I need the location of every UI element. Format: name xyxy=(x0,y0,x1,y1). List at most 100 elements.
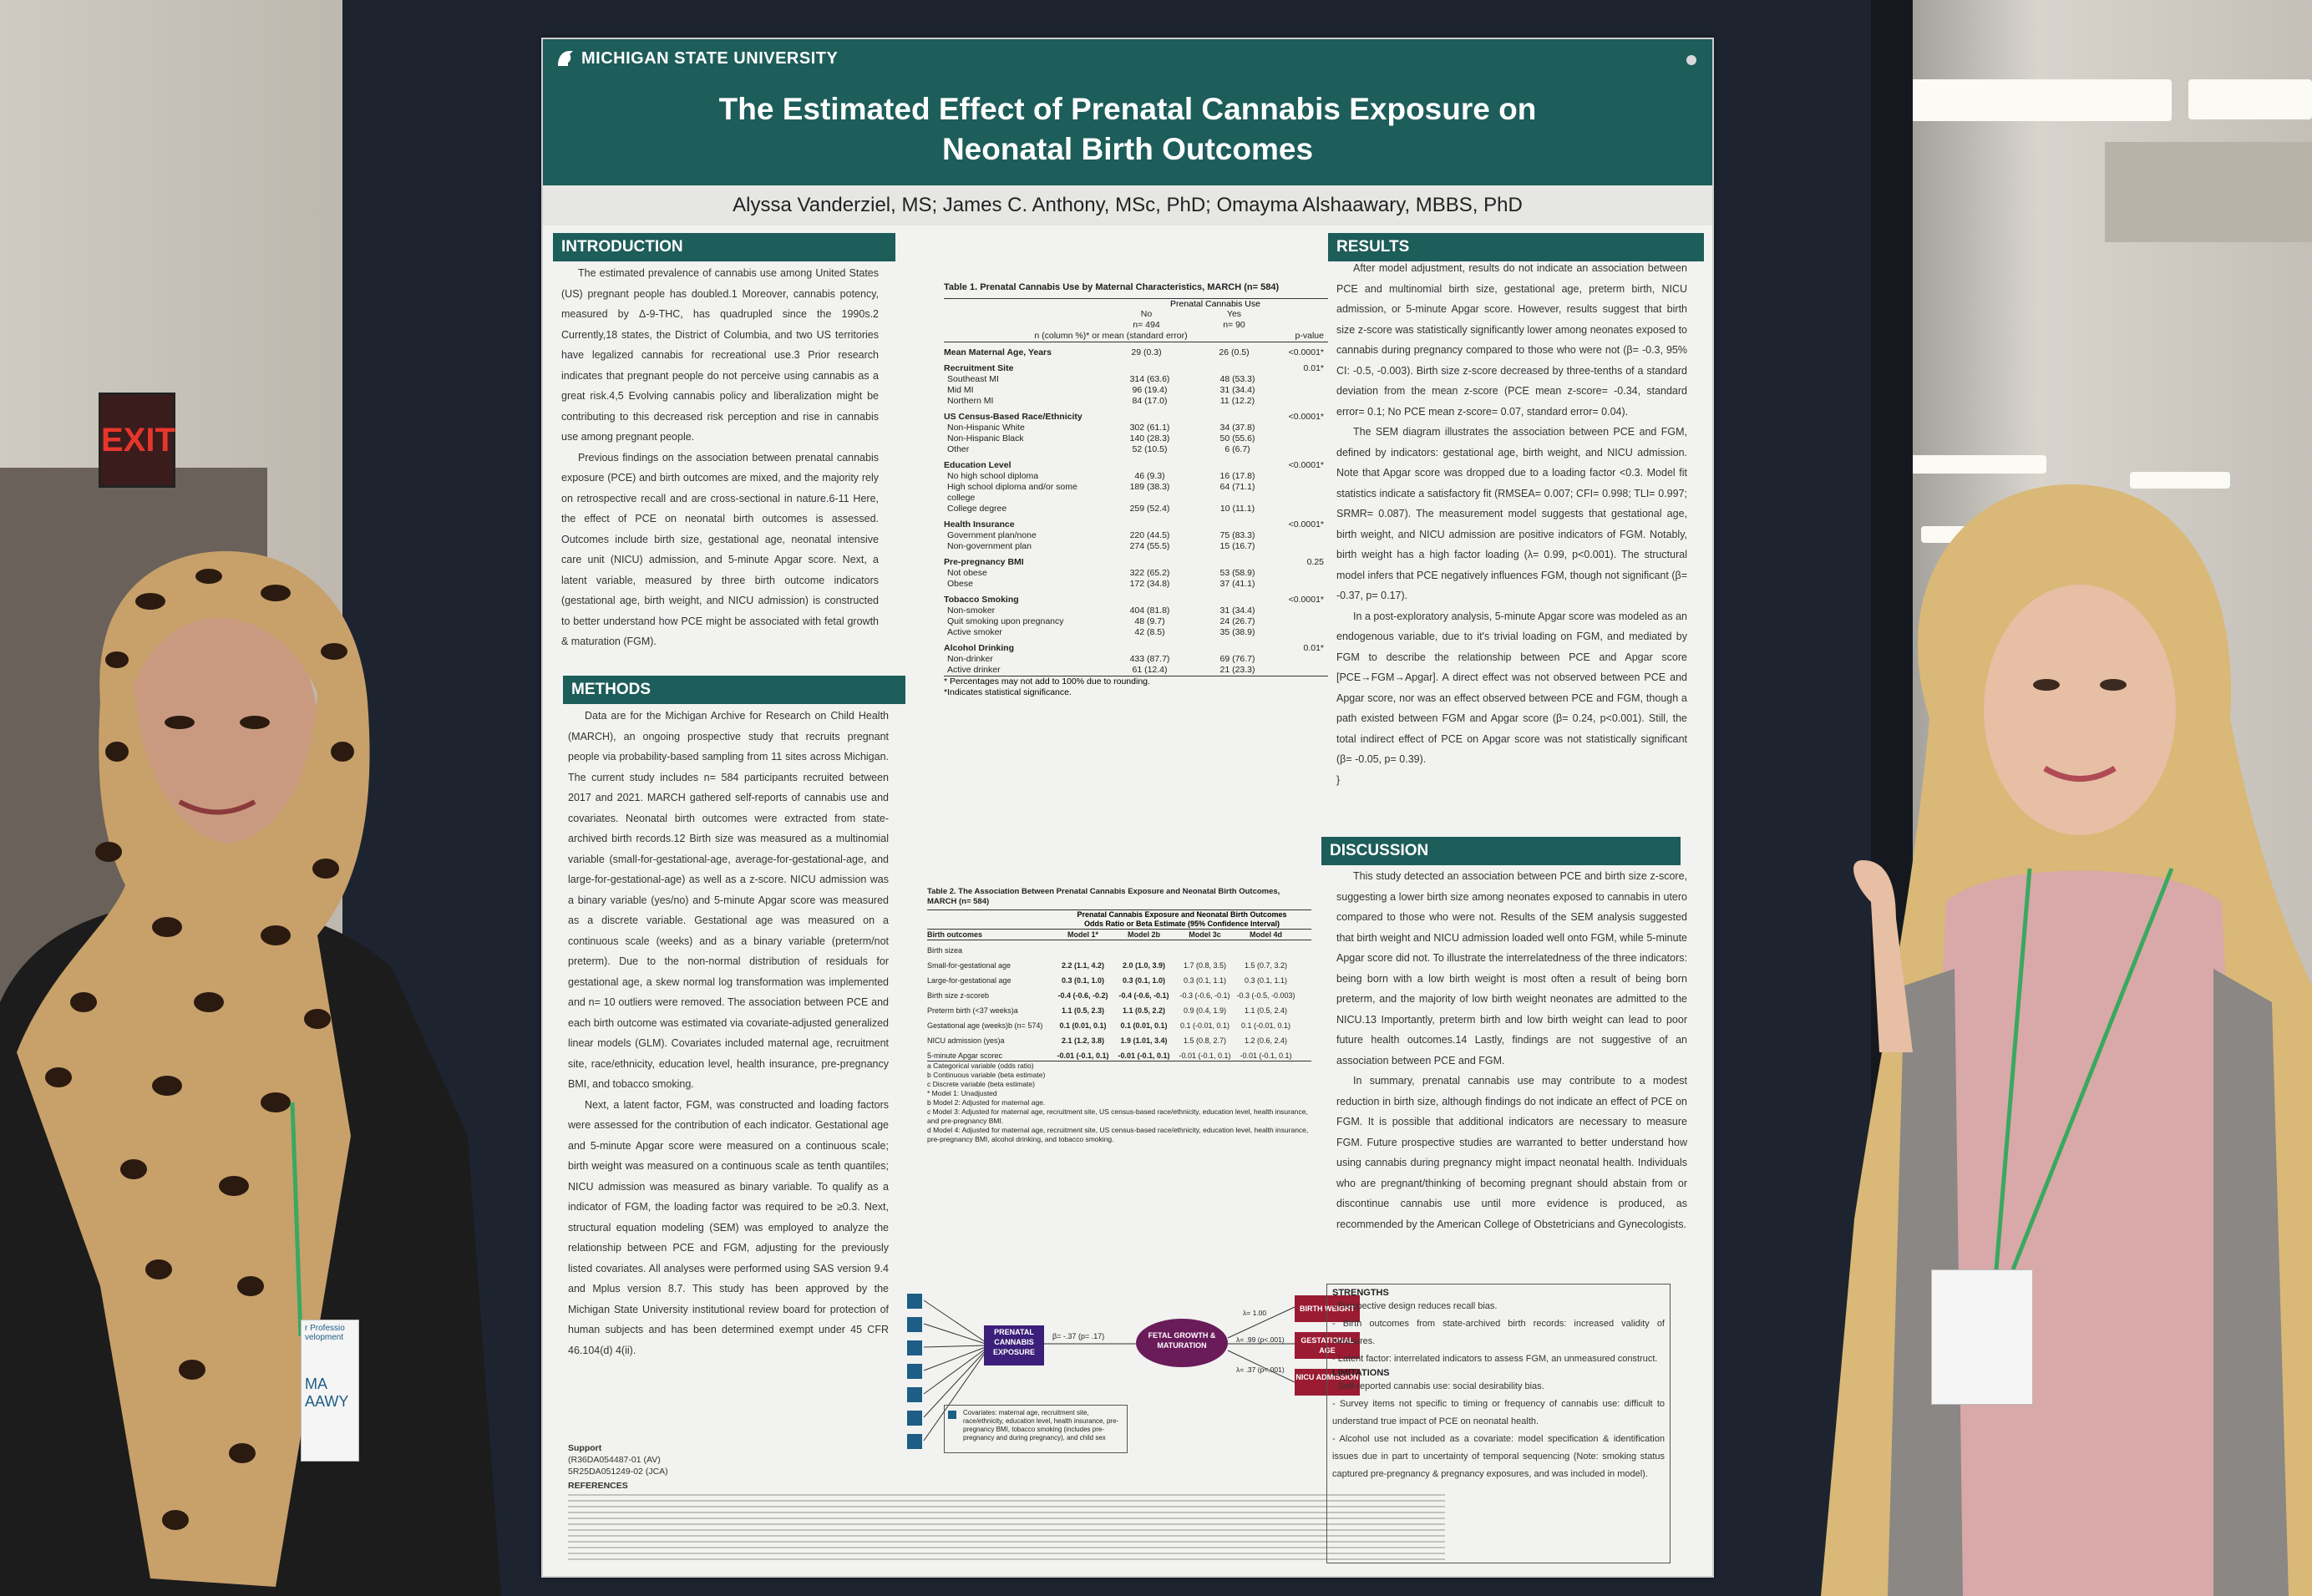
latent-node: FETAL GROWTH & MATURATION xyxy=(1136,1319,1228,1367)
col-yes: Yes xyxy=(1226,309,1242,319)
cell-model-2: -0.4 (-0.6, -0.1) xyxy=(1118,991,1169,1000)
cell-yes xyxy=(1190,412,1278,423)
table-1-row: Non-Hispanic White 302 (61.1) 34 (37.8) xyxy=(944,423,1328,433)
cell-model-4: -0.3 (-0.5, -0.003) xyxy=(1236,991,1295,1000)
table-1-title: Table 1. Prenatal Cannabis Use by Matern… xyxy=(944,282,1280,292)
spartan-helmet-icon xyxy=(558,51,573,66)
cell-no xyxy=(1103,557,1190,568)
cell-no: 84 (17.0) xyxy=(1132,396,1168,406)
support-heading: Support xyxy=(568,1443,602,1453)
cell-model-1: 1.1 (0.5, 2.3) xyxy=(1061,1006,1105,1015)
person-right xyxy=(1821,484,2312,1596)
table-2-note: c Discrete variable (beta estimate) xyxy=(927,1080,1035,1088)
covariate-box xyxy=(907,1340,922,1355)
table-2-note: b Continuous variable (beta estimate) xyxy=(927,1071,1046,1079)
cell-p: <0.0001* xyxy=(1288,595,1324,605)
cell-p xyxy=(1281,471,1327,482)
row-label: NICU admission (yes)a xyxy=(927,1036,1005,1045)
cell-model-1: 0.3 (0.1, 1.0) xyxy=(1061,976,1105,985)
col-yes-n: n= 90 xyxy=(1223,320,1245,330)
cell-no xyxy=(1103,460,1190,471)
table-1-row: Education Level <0.0001* xyxy=(944,460,1328,471)
cell-model-4 xyxy=(1235,945,1296,955)
table-1-row: College degree 259 (52.4) 10 (11.1) xyxy=(944,504,1328,514)
table-2-row: Large-for-gestational age 0.3 (0.1, 1.0) 0… xyxy=(927,975,1311,985)
exit-sign: EXIT xyxy=(99,393,175,488)
sem-paths xyxy=(923,1300,1295,1441)
cell-p: <0.0001* xyxy=(1288,460,1324,470)
badge-left-line-1: r Professio xyxy=(305,1324,345,1333)
table-1-row: Mean Maternal Age, Years 29 (0.3) 26 (0.5)… xyxy=(944,347,1328,358)
table-1-header: No n= 494 Yes n= 90 xyxy=(944,309,1328,331)
cell-no: 29 (0.3) xyxy=(1131,347,1162,357)
row-label: Other xyxy=(947,444,970,454)
table-1-row: Recruitment Site 0.01* xyxy=(944,363,1328,374)
table-1-row: Pre-pregnancy BMI 0.25 xyxy=(944,557,1328,568)
cell-no: 314 (63.6) xyxy=(1129,374,1170,384)
discussion-heading: DISCUSSION xyxy=(1321,837,1681,865)
table-2-col0: Birth outcomes xyxy=(927,930,983,939)
cell-no: 48 (9.7) xyxy=(1134,616,1165,626)
table-1: Table 1. Prenatal Cannabis Use by Matern… xyxy=(944,281,1328,698)
cell-model-2: 0.1 (0.01, 0.1) xyxy=(1120,1021,1168,1030)
poster-header: MICHIGAN STATE UNIVERSITY The Estimated … xyxy=(543,39,1712,185)
cell-p xyxy=(1281,665,1327,676)
ceiling-panel xyxy=(2105,142,2312,242)
covariate-box xyxy=(907,1294,922,1309)
covariate-box xyxy=(907,1411,922,1426)
col-no-n: n= 494 xyxy=(1133,320,1160,330)
covariate-box xyxy=(907,1317,922,1332)
cell-model-1: -0.01 (-0.1, 0.1) xyxy=(1057,1051,1109,1060)
cell-p xyxy=(1281,530,1327,541)
cell-model-2 xyxy=(1113,945,1174,955)
cell-p xyxy=(1281,504,1327,514)
cell-model-2: 1.9 (1.01, 3.4) xyxy=(1120,1036,1168,1045)
table-2-col2: Model 2b xyxy=(1127,930,1160,939)
table-2-group-header: Prenatal Cannabis Exposure and Neonatal … xyxy=(927,909,1311,929)
cell-p xyxy=(1281,396,1327,407)
cell-p: <0.0001* xyxy=(1288,519,1324,529)
table-2-row: NICU admission (yes)a 2.1 (1.2, 3.8) 1.9 (… xyxy=(927,1036,1311,1046)
row-label: Non-Hispanic White xyxy=(947,423,1025,433)
cell-yes xyxy=(1190,519,1278,530)
cell-p xyxy=(1281,568,1327,579)
row-label: Not obese xyxy=(947,568,987,578)
support-block: Support (R36DA054487-01 (AV) 5R25DA05124… xyxy=(568,1442,819,1477)
cell-model-1: -0.4 (-0.6, -0.2) xyxy=(1057,991,1108,1000)
table-1-row: Northern MI 84 (17.0) 11 (12.2) xyxy=(944,396,1328,407)
cell-model-1 xyxy=(1052,945,1113,955)
methods-heading: METHODS xyxy=(563,676,905,704)
row-label: Alcohol Drinking xyxy=(944,643,1014,653)
results-heading: RESULTS xyxy=(1328,233,1704,261)
table-2-row: Small-for-gestational age 2.2 (1.1, 4.2) 2… xyxy=(927,960,1311,970)
strengths-list: - Prospective design reduces recall bias… xyxy=(1332,1298,1665,1368)
limitation-item: - Survey items not specific to timing or… xyxy=(1332,1399,1665,1426)
cell-model-2: 0.3 (0.1, 1.0) xyxy=(1122,976,1166,985)
introduction-paragraph-2: Previous findings on the association bet… xyxy=(561,451,879,648)
row-label: Birth sizea xyxy=(927,946,963,955)
row-label: Recruitment Site xyxy=(944,363,1014,373)
row-label: Mean Maternal Age, Years xyxy=(944,347,1052,357)
table-1-row: Non-government plan 274 (55.5) 15 (16.7) xyxy=(944,541,1328,552)
cell-yes xyxy=(1190,643,1278,654)
covariate-box xyxy=(907,1387,922,1402)
row-label: Tobacco Smoking xyxy=(944,595,1019,605)
cell-model-4: -0.01 (-0.1, 0.1) xyxy=(1240,1051,1292,1060)
row-label: Mid MI xyxy=(947,385,974,395)
table-1-body: Mean Maternal Age, Years 29 (0.3) 26 (0.5)… xyxy=(944,347,1328,676)
col-no: No xyxy=(1140,309,1153,319)
row-label: Education Level xyxy=(944,460,1012,470)
cell-yes xyxy=(1190,363,1278,374)
row-label: No high school diploma xyxy=(947,471,1039,481)
row-label: Active smoker xyxy=(947,627,1002,637)
cell-yes: 16 (17.8) xyxy=(1219,471,1255,481)
cell-p xyxy=(1281,374,1327,385)
poster-title: The Estimated Effect of Prenatal Cannabi… xyxy=(593,89,1662,170)
covariate-box xyxy=(907,1364,922,1379)
introduction-heading: INTRODUCTION xyxy=(553,233,895,261)
table-2-group-sub: Odds Ratio or Beta Estimate (95% Confide… xyxy=(1083,920,1280,928)
cell-yes: 15 (16.7) xyxy=(1219,541,1255,551)
cell-no: 189 (38.3) xyxy=(1129,482,1170,492)
row-label: College degree xyxy=(947,504,1007,514)
exposure-path-label: β= -.37 (p= .17) xyxy=(1052,1332,1105,1340)
